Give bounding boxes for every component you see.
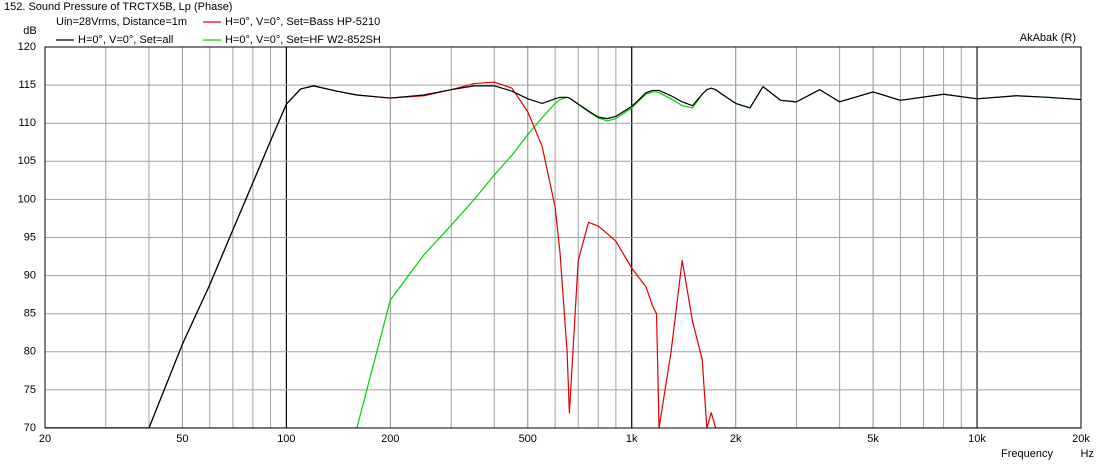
y-tick-label: 80	[24, 346, 36, 358]
x-tick-label: 1k	[626, 433, 638, 445]
plot-lines	[45, 81, 1081, 428]
legend-label: H=0°, V=0°, Set=all	[78, 34, 173, 46]
chart-title: 152. Sound Pressure of TRCTX5B, Lp (Phas…	[4, 1, 232, 13]
plot-frame	[44, 46, 1082, 429]
annotation: AkAbak (R)	[1020, 32, 1076, 44]
x-axis-unit: Hz	[1081, 448, 1094, 460]
legend-label: H=0°, V=0°, Set=Bass HP-5210	[225, 16, 380, 28]
y-tick-label: 120	[18, 41, 36, 53]
series-line	[45, 85, 1081, 428]
x-tick-label: 20	[39, 433, 51, 445]
y-tick-label: 85	[24, 308, 36, 320]
y-tick-label: 105	[18, 155, 36, 167]
y-axis-label: dB	[23, 25, 36, 37]
y-tick-label: 90	[24, 270, 36, 282]
x-tick-label: 2k	[730, 433, 742, 445]
y-tick-label: 115	[18, 79, 36, 91]
y-tick-label: 70	[24, 422, 36, 434]
annotation: Uin=28Vrms, Distance=1m	[56, 16, 187, 28]
x-tick-label: 500	[519, 433, 537, 445]
x-tick-label: 200	[381, 433, 399, 445]
x-axis-label: Frequency	[1001, 448, 1053, 460]
y-tick-label: 95	[24, 231, 36, 243]
y-tick-label: 75	[24, 384, 36, 396]
x-tick-label: 10k	[968, 433, 986, 445]
x-tick-label: 20k	[1072, 433, 1090, 445]
y-tick-label: 110	[18, 117, 36, 129]
x-tick-label: 100	[277, 433, 295, 445]
x-tick-label: 5k	[867, 433, 879, 445]
y-tick-label: 100	[18, 193, 36, 205]
legend-label: H=0°, V=0°, Set=HF W2-852SH	[225, 34, 381, 46]
x-tick-label: 50	[176, 433, 188, 445]
